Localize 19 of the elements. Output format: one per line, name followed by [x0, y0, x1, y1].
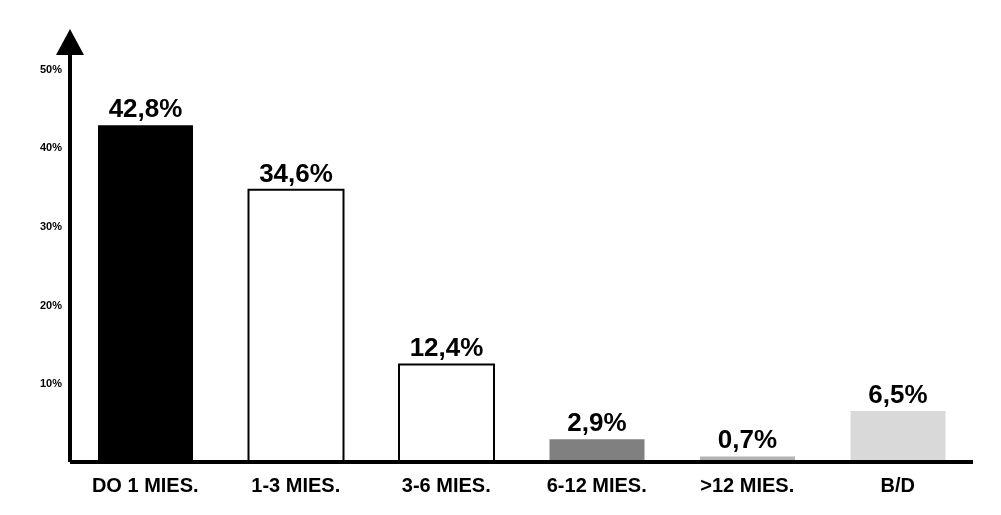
x-tick-label: 1-3 MIES. [251, 474, 341, 497]
y-tick-label: 50% [39, 62, 63, 75]
x-tick-label: 6-12 MIES. [546, 474, 647, 497]
data-label: 0,7% [717, 424, 778, 455]
y-tick-label: 40% [39, 141, 63, 154]
data-label: 6,5% [868, 378, 928, 409]
data-label: 12,4% [409, 332, 484, 363]
bar [850, 410, 946, 462]
x-tick-label: B/D [880, 474, 915, 497]
y-tick-label: 20% [39, 298, 63, 311]
bar [549, 439, 645, 462]
x-tick-label: >12 MIES. [700, 474, 795, 497]
data-label: 34,6% [259, 157, 333, 188]
data-label: 42,8% [108, 93, 183, 124]
x-tick-label: 3-6 MIES. [401, 474, 491, 497]
x-tick-label: DO 1 MIES. [91, 474, 199, 497]
data-label: 2,9% [567, 407, 627, 438]
y-tick-label: 30% [39, 219, 63, 232]
y-tick-label: 10% [39, 377, 63, 390]
